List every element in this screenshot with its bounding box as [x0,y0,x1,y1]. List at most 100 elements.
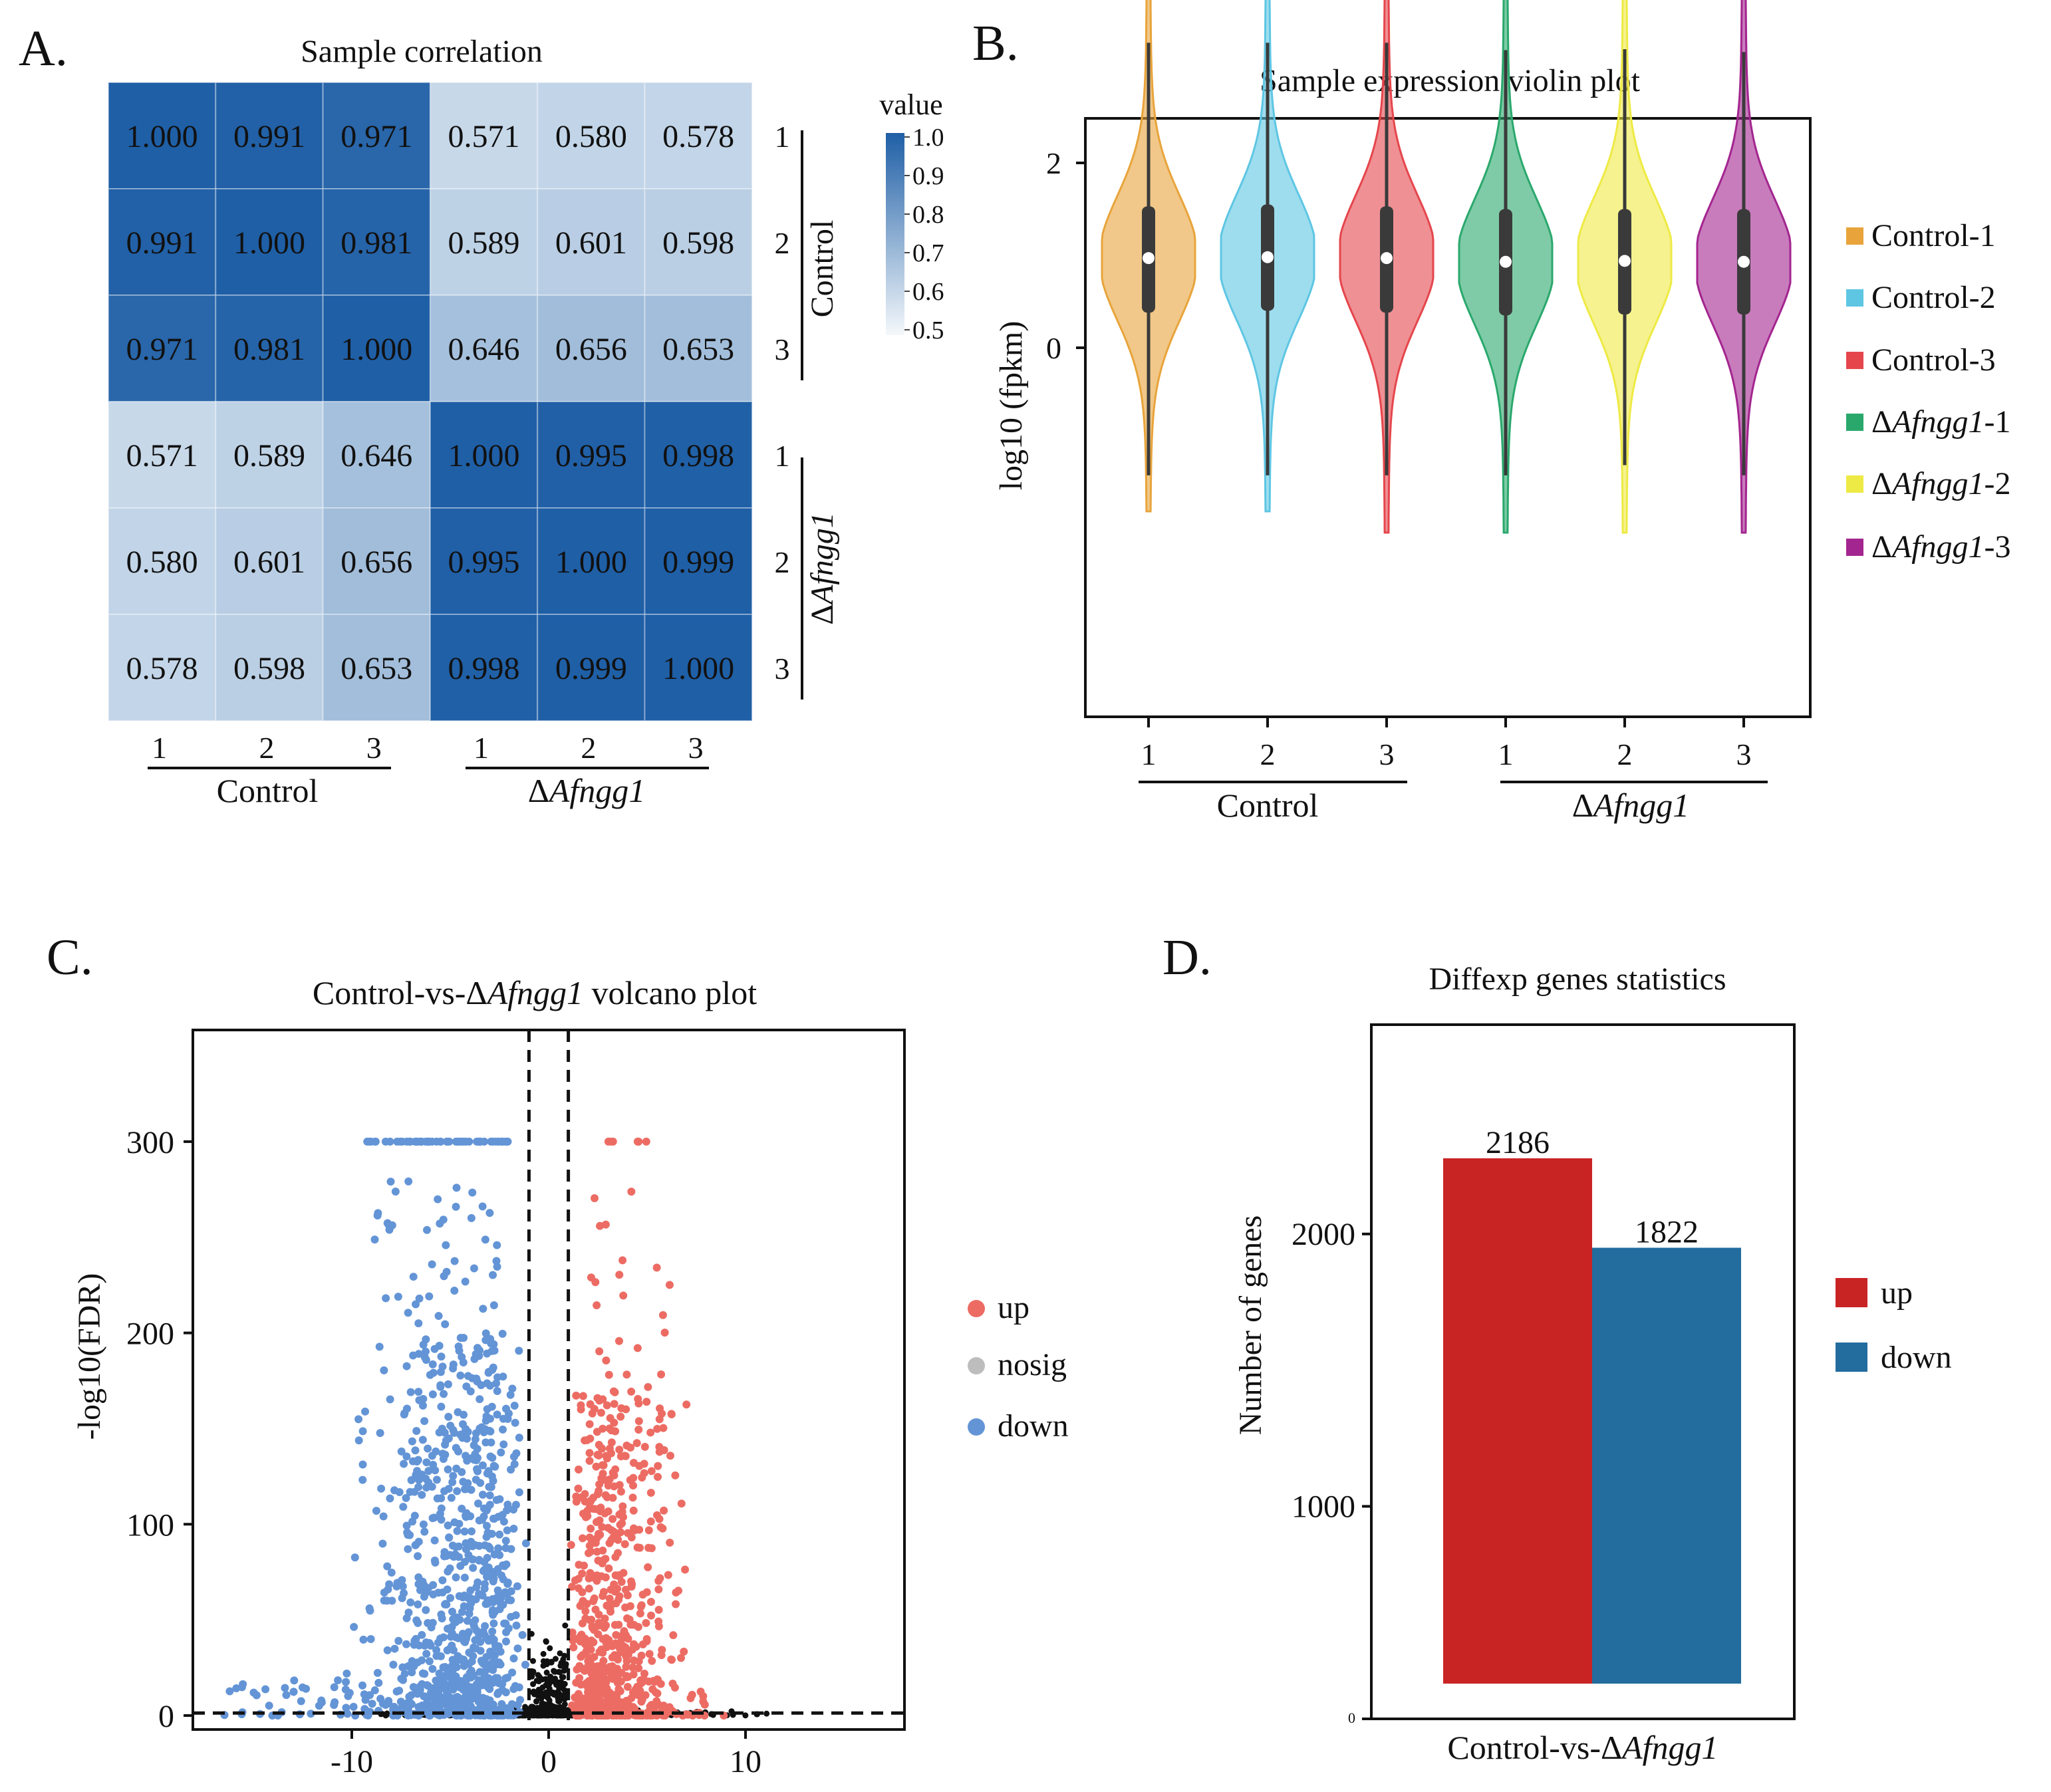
bar-title: Diffexp genes statistics [1429,961,1726,997]
volcano-point-down [494,1544,503,1553]
volcano-point-up [654,1622,663,1630]
volcano-point-up [620,1540,629,1549]
volcano-point-down [447,1493,456,1502]
volcano-point-down [465,1137,474,1146]
volcano-point-up [637,1601,646,1610]
volcano-point-up [602,1678,611,1686]
volcano-point-down [418,1656,426,1664]
violin-median-dot [1381,252,1393,265]
volcano-point-down [493,1263,501,1271]
volcano-point-up [581,1614,590,1623]
volcano-point-nosig [543,1638,549,1644]
heatmap-cell [537,401,646,509]
volcano-point-down [480,1580,489,1589]
volcano-point-up [602,1708,611,1716]
volcano-point-down [470,1441,478,1450]
volcano-point-down [342,1704,350,1712]
volcano-point-up [616,1487,625,1496]
heatmap-cell-value: 0.578 [126,651,198,686]
volcano-point-down [489,1363,497,1372]
volcano-point-down [415,1641,424,1650]
volcano-point-down [510,1401,519,1410]
heatmap-title: Sample correlation [301,34,543,69]
heatmap-cell-value: 0.580 [555,119,627,154]
heatmap-cell-value: 0.601 [233,545,305,580]
volcano-point-up [645,1709,654,1718]
volcano-point-down [383,1646,392,1654]
volcano-point-down [492,1594,501,1602]
volcano-point-down [343,1710,352,1718]
volcano-point-down [444,1465,452,1473]
volcano-point-down [434,1195,442,1204]
volcano-point-up [581,1634,589,1643]
volcano-point-nosig [547,1676,553,1682]
volcano-point-down [436,1652,445,1660]
volcano-point-up [672,1600,680,1608]
violin-legend-swatch [1846,414,1863,431]
volcano-point-down [498,1425,507,1434]
heatmap-cell [537,507,646,615]
volcano-point-nosig [557,1704,563,1710]
bars: 2186 1822 [1443,1125,1741,1684]
volcano-point-down [449,1364,458,1373]
volcano-point-down [428,1514,437,1523]
volcano-point-down [429,1690,438,1698]
volcano-point-up [587,1638,595,1647]
volcano-point-up [623,1591,632,1600]
heatmap-cell-value: 1.000 [555,545,627,580]
volcano-point-down [503,1137,511,1146]
volcano-point-up [636,1543,644,1552]
heatmap-cell [537,82,646,190]
volcano-point-up [618,1256,627,1265]
heatmap-row-group-mutant: ΔAfngg1 [805,512,840,625]
volcano-point-up [609,1137,617,1146]
volcano-point-down [483,1553,491,1562]
volcano-point-up [615,1446,624,1454]
volcano-point-up [595,1487,603,1495]
volcano-point-down [512,1621,521,1630]
volcano-point-down [448,1478,457,1487]
violin-median-dot [1738,255,1750,268]
volcano-point-up [572,1497,581,1506]
volcano-point-down [467,1537,476,1546]
volcano-point-down [444,1380,452,1388]
volcano-point-down [410,1511,419,1520]
volcano-point-down [428,1482,436,1491]
volcano-point-down [463,1631,472,1640]
volcano-point-up [593,1428,601,1436]
volcano-point-down [455,1519,464,1528]
volcano-point-down [489,1462,498,1470]
volcano-point-down [498,1511,507,1519]
volcano-point-nosig [549,1690,556,1697]
violin-xtick-label: 2 [1617,737,1633,771]
volcano-point-down [388,1597,396,1605]
violin-xtick-label: 1 [1498,737,1514,771]
volcano-point-down [406,1388,415,1396]
volcano-point-down [478,1591,487,1600]
heatmap-cell-value: 0.998 [448,651,520,686]
volcano-point-down [459,1477,468,1486]
volcano-point-down [468,1527,476,1536]
volcano-point-down [482,1521,491,1530]
volcano-point-up [579,1392,587,1400]
volcano-point-up [634,1426,643,1434]
volcano-point-down [380,1597,388,1605]
volcano-point-down [419,1520,428,1529]
volcano-point-down [426,1370,434,1379]
volcano-point-down [485,1685,494,1694]
volcano-point-down [448,1541,457,1550]
volcano-point-up [627,1387,636,1396]
volcano-point-up [573,1665,581,1674]
volcano-point-down [458,1608,467,1616]
volcano-point-down [420,1692,428,1701]
volcano-point-down [483,1596,492,1604]
volcano-point-down [516,1696,525,1704]
heatmap-col-group-mutant: ΔAfngg1 [528,772,646,809]
volcano-point-down [349,1702,358,1711]
volcano-point-down [437,1684,446,1692]
volcano-legend: up nosig down [968,1290,1069,1444]
volcano-point-up [611,1587,619,1596]
volcano-point-down [485,1483,493,1491]
violin-axes: 024123123 [1046,118,1752,771]
volcano-point-up [586,1569,595,1577]
